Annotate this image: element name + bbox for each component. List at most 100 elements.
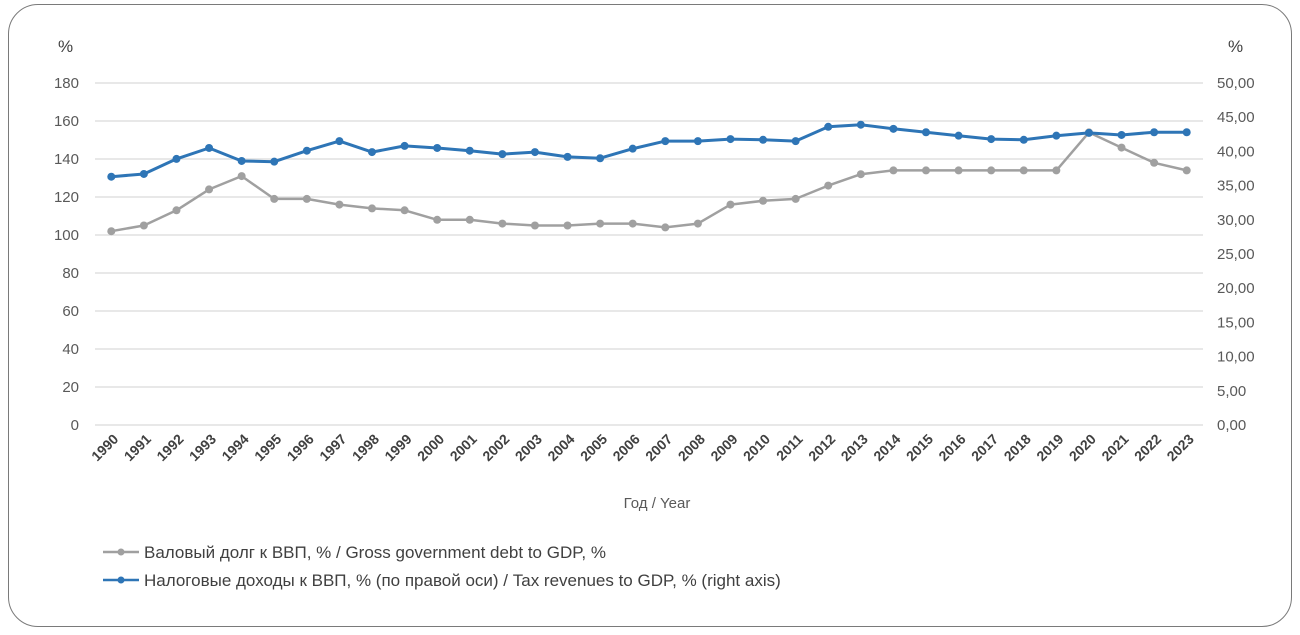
- right-tick-label: 35,00: [1217, 178, 1255, 195]
- chart-frame: [8, 4, 1292, 627]
- left-tick-label: 80: [62, 265, 79, 282]
- data-point[interactable]: [1052, 131, 1061, 140]
- data-point[interactable]: [693, 137, 702, 146]
- data-point[interactable]: [1019, 166, 1028, 175]
- data-point[interactable]: [759, 196, 768, 205]
- data-point[interactable]: [107, 227, 116, 236]
- data-point[interactable]: [368, 204, 376, 213]
- data-point[interactable]: [530, 148, 539, 157]
- left-axis-unit: %: [58, 37, 73, 56]
- x-tick-label: 1992: [153, 431, 186, 464]
- x-tick-label: 2005: [577, 431, 610, 464]
- legend: Валовый долг к ВВП, % / Gross government…: [103, 543, 781, 590]
- data-point[interactable]: [954, 166, 963, 175]
- x-tick-label: 1995: [251, 431, 284, 464]
- data-point[interactable]: [889, 166, 898, 175]
- x-tick-label: 2023: [1163, 431, 1196, 464]
- x-tick-label: 2003: [512, 431, 545, 464]
- x-tick-label: 2002: [479, 431, 512, 464]
- data-point[interactable]: [237, 172, 246, 181]
- data-point[interactable]: [1084, 128, 1093, 137]
- data-point[interactable]: [759, 135, 768, 144]
- data-point[interactable]: [856, 120, 865, 129]
- data-point[interactable]: [628, 144, 637, 153]
- right-tick-label: 15,00: [1217, 314, 1255, 331]
- data-point[interactable]: [1150, 158, 1159, 167]
- data-point[interactable]: [335, 137, 344, 146]
- data-point[interactable]: [1182, 128, 1191, 137]
- legend-item-debt[interactable]: Валовый долг к ВВП, % / Gross government…: [103, 543, 606, 562]
- data-point[interactable]: [498, 219, 507, 228]
- data-point[interactable]: [400, 141, 409, 150]
- data-point[interactable]: [628, 219, 637, 228]
- x-tick-label: 2009: [707, 431, 740, 464]
- data-point[interactable]: [596, 219, 605, 228]
- data-point[interactable]: [1019, 135, 1028, 144]
- data-point[interactable]: [139, 169, 148, 178]
- data-point[interactable]: [172, 206, 181, 215]
- data-point[interactable]: [954, 131, 963, 140]
- data-point[interactable]: [563, 221, 572, 230]
- data-point[interactable]: [661, 137, 670, 146]
- data-point[interactable]: [791, 137, 800, 146]
- x-tick-label: 2018: [1001, 431, 1034, 464]
- data-point[interactable]: [205, 143, 214, 152]
- data-point[interactable]: [400, 206, 409, 215]
- data-point[interactable]: [922, 128, 930, 137]
- data-point[interactable]: [465, 146, 474, 155]
- data-point[interactable]: [1052, 166, 1061, 175]
- right-tick-label: 5,00: [1217, 383, 1246, 400]
- data-point[interactable]: [172, 154, 181, 163]
- data-point[interactable]: [1117, 130, 1126, 139]
- data-point[interactable]: [824, 181, 833, 190]
- legend-label-debt: Валовый долг к ВВП, % / Gross government…: [144, 543, 606, 562]
- data-point[interactable]: [596, 154, 605, 163]
- data-point[interactable]: [498, 150, 507, 159]
- data-point[interactable]: [693, 219, 702, 228]
- data-point[interactable]: [205, 185, 214, 194]
- data-point[interactable]: [270, 157, 279, 166]
- x-tick-label: 2013: [838, 431, 871, 464]
- data-point[interactable]: [1182, 166, 1191, 175]
- legend-item-tax[interactable]: Налоговые доходы к ВВП, % (по правой оси…: [103, 571, 781, 590]
- data-point[interactable]: [791, 194, 800, 203]
- x-tick-label: 1996: [284, 431, 317, 464]
- data-point[interactable]: [987, 166, 996, 175]
- data-point[interactable]: [1117, 143, 1126, 152]
- data-point[interactable]: [302, 146, 311, 155]
- data-point[interactable]: [302, 194, 311, 203]
- data-point[interactable]: [433, 143, 442, 152]
- data-point[interactable]: [856, 170, 865, 179]
- left-axis-ticks: 0 20 40 60 80 100 120 140 160 180: [54, 75, 79, 434]
- legend-marker-debt: [117, 548, 125, 556]
- data-point[interactable]: [368, 148, 376, 157]
- right-tick-label: 50,00: [1217, 75, 1255, 92]
- data-point[interactable]: [661, 223, 670, 232]
- data-point[interactable]: [922, 166, 930, 175]
- left-tick-label: 20: [62, 379, 79, 396]
- x-tick-label: 2011: [773, 431, 806, 464]
- data-point[interactable]: [530, 221, 539, 230]
- data-point[interactable]: [433, 215, 442, 224]
- x-tick-label: 2021: [1098, 431, 1131, 464]
- right-axis-unit: %: [1228, 37, 1243, 56]
- data-point[interactable]: [1150, 128, 1159, 137]
- data-point[interactable]: [139, 221, 148, 230]
- data-point[interactable]: [889, 124, 898, 133]
- right-tick-label: 10,00: [1217, 349, 1255, 366]
- data-point[interactable]: [563, 152, 572, 161]
- data-point[interactable]: [270, 194, 279, 203]
- data-point[interactable]: [237, 156, 246, 165]
- data-point[interactable]: [726, 135, 735, 144]
- data-point[interactable]: [726, 200, 735, 209]
- data-point[interactable]: [824, 122, 833, 131]
- data-point[interactable]: [987, 135, 996, 144]
- right-tick-label: 25,00: [1217, 246, 1255, 263]
- left-tick-label: 180: [54, 75, 79, 92]
- data-point[interactable]: [107, 172, 116, 181]
- x-tick-label: 2016: [935, 431, 968, 464]
- data-point[interactable]: [465, 215, 474, 224]
- x-tick-label: 1994: [218, 431, 251, 464]
- data-point[interactable]: [335, 200, 344, 209]
